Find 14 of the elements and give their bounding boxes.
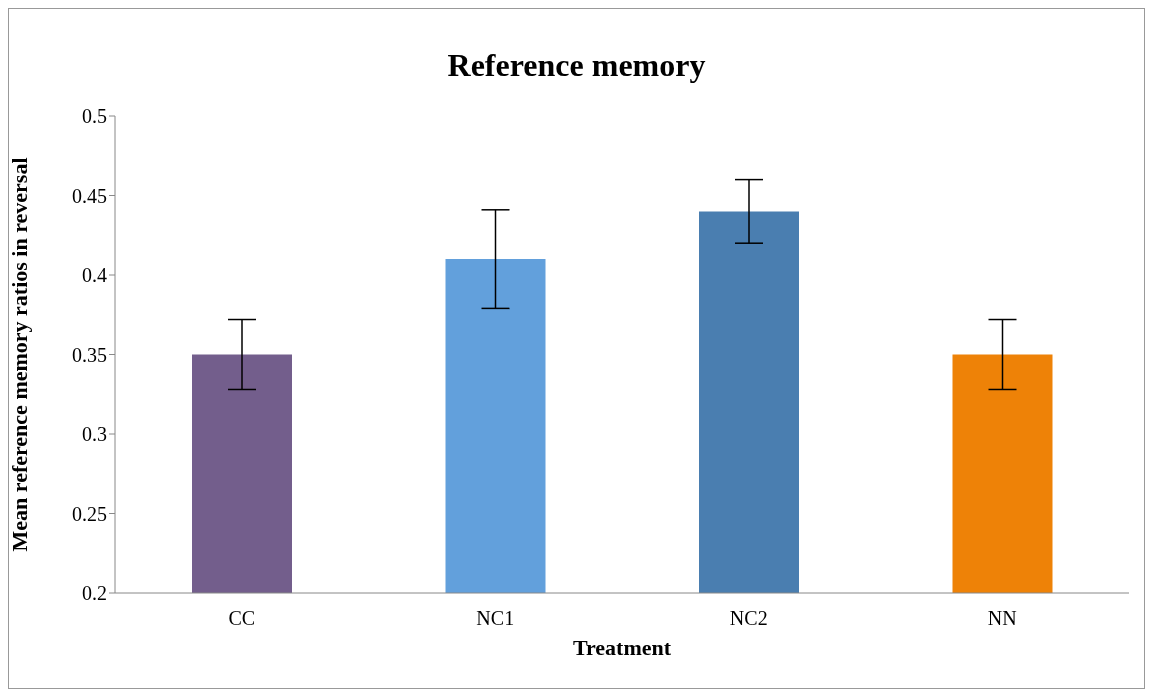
y-tick-label: 0.45 [72, 184, 107, 207]
x-axis-title: Treatment [572, 635, 672, 660]
chart-title: Reference memory [446, 47, 707, 84]
y-tick-label: 0.2 [82, 582, 107, 605]
y-axis-title: Mean reference memory ratios in reversal [6, 157, 32, 552]
x-tick-label: NC1 [476, 607, 515, 630]
y-tick-label: 0.4 [82, 264, 107, 287]
y-tick-label: 0.5 [82, 105, 107, 128]
y-tick-label: 0.3 [82, 423, 107, 446]
x-tick-label: NN [987, 607, 1017, 630]
y-tick-label: 0.25 [72, 502, 107, 525]
y-tick-label: 0.35 [72, 343, 107, 366]
x-tick-label: CC [228, 607, 256, 630]
x-tick-label: NC2 [729, 607, 768, 630]
